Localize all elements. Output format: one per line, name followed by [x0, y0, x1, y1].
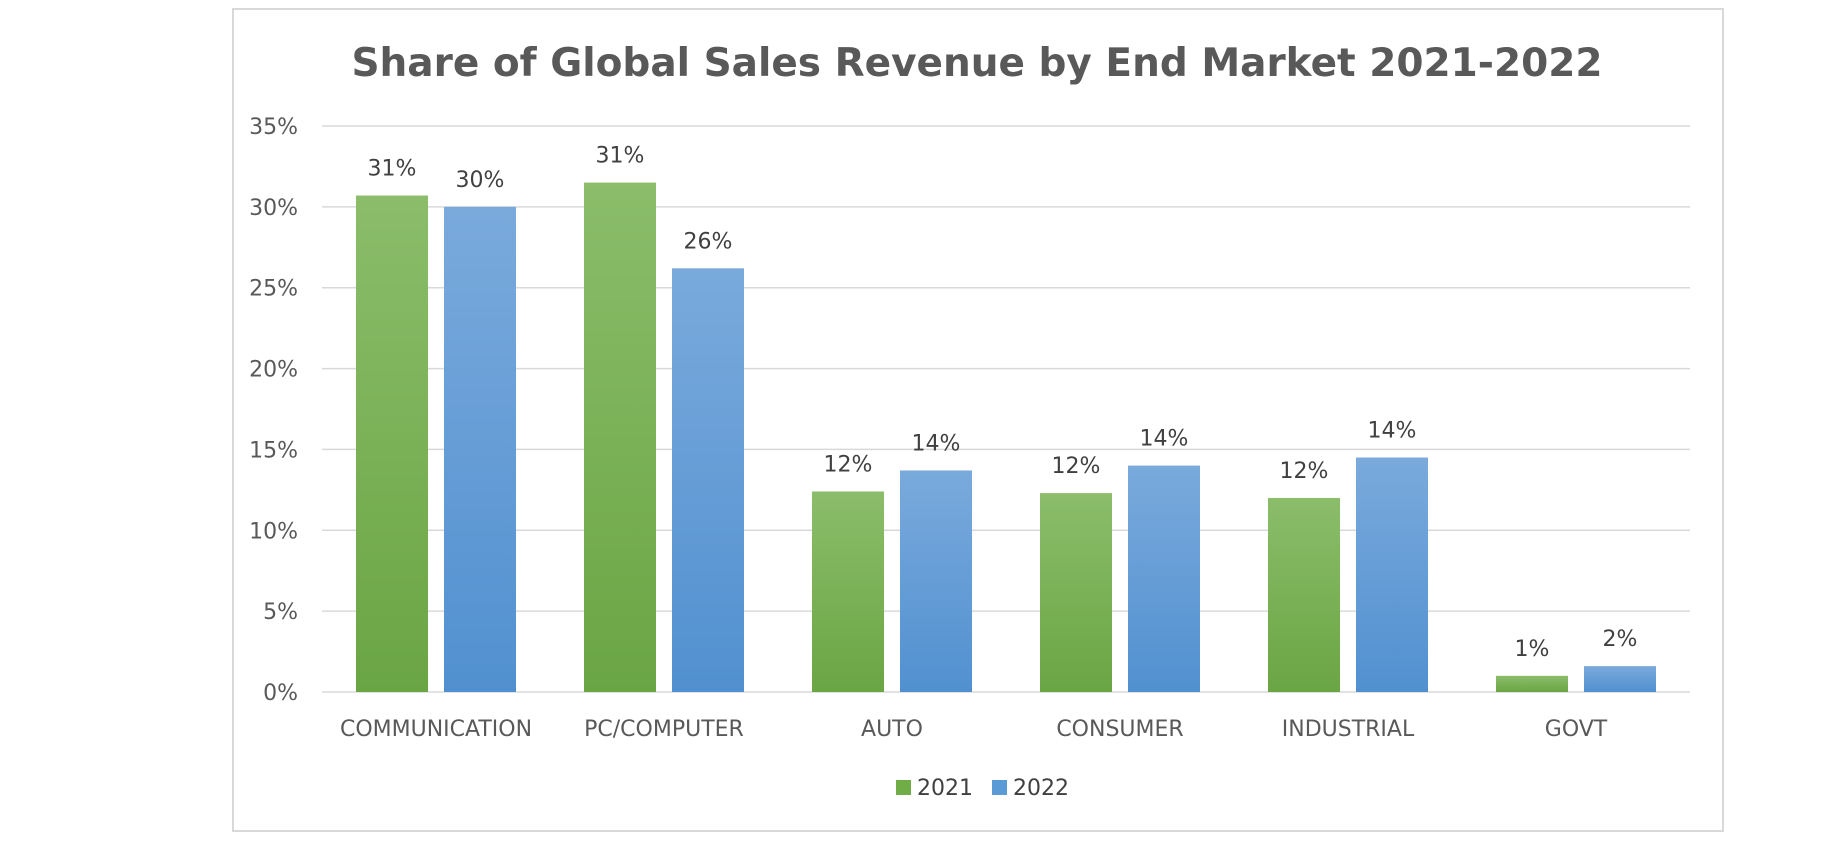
category-label: AUTO: [861, 717, 923, 742]
data-label: 26%: [684, 229, 733, 254]
data-label: 12%: [1280, 459, 1329, 484]
legend-swatch-2021: [896, 780, 911, 795]
y-tick-label: 30%: [249, 196, 298, 221]
bar-2021-auto: [812, 491, 884, 692]
y-tick-label: 10%: [249, 519, 298, 544]
bars: [356, 182, 1656, 692]
category-label: PC/COMPUTER: [584, 717, 744, 742]
data-label: 12%: [1052, 454, 1101, 479]
data-labels: 31% 30% 31% 26% 12% 14% 12% 14% 12% 14% 1% 2%: [368, 144, 1638, 662]
bar-2021-govt: [1496, 675, 1568, 692]
legend-label-2021: 2021: [917, 776, 973, 801]
bar-2022-govt: [1584, 666, 1656, 692]
data-label: 2%: [1603, 627, 1638, 652]
data-label: 14%: [1140, 427, 1189, 452]
data-label: 30%: [456, 168, 505, 193]
y-tick-label: 0%: [263, 681, 298, 706]
bar-2021-consumer: [1040, 493, 1112, 692]
category-label: INDUSTRIAL: [1282, 717, 1415, 742]
x-axis-categories: COMMUNICATION PC/COMPUTER AUTO CONSUMER INDU…: [340, 717, 1608, 742]
y-tick-label: 15%: [249, 438, 298, 463]
category-label: CONSUMER: [1056, 717, 1183, 742]
y-axis-ticks: 0% 5% 10% 15% 20% 25% 30% 35%: [249, 115, 298, 706]
data-label: 1%: [1515, 637, 1550, 662]
legend-swatch-2022: [992, 780, 1007, 795]
bar-2022-consumer: [1128, 465, 1200, 692]
bar-2021-communication: [356, 195, 428, 692]
y-tick-label: 20%: [249, 358, 298, 383]
data-label: 31%: [368, 157, 417, 182]
bar-2022-auto: [900, 470, 972, 692]
bar-2022-communication: [444, 206, 516, 692]
data-label: 14%: [1368, 419, 1417, 444]
y-tick-label: 5%: [263, 600, 298, 625]
bar-2022-industrial: [1356, 457, 1428, 692]
y-tick-label: 35%: [249, 115, 298, 140]
chart-title: Share of Global Sales Revenue by End Mar…: [351, 41, 1602, 86]
data-label: 14%: [912, 431, 961, 456]
legend-label-2022: 2022: [1013, 776, 1069, 801]
category-label: GOVT: [1545, 717, 1608, 742]
data-label: 31%: [596, 144, 645, 169]
chart-frame: Share of Global Sales Revenue by End Mar…: [232, 8, 1724, 832]
bar-2021-pc-computer: [584, 182, 656, 692]
data-label: 12%: [824, 452, 873, 477]
bar-2022-pc-computer: [672, 268, 744, 692]
bar-2021-industrial: [1268, 497, 1340, 692]
category-label: COMMUNICATION: [340, 717, 532, 742]
gridlines: [322, 125, 1690, 693]
y-tick-label: 25%: [249, 277, 298, 302]
legend: 2021 2022: [896, 776, 1069, 801]
